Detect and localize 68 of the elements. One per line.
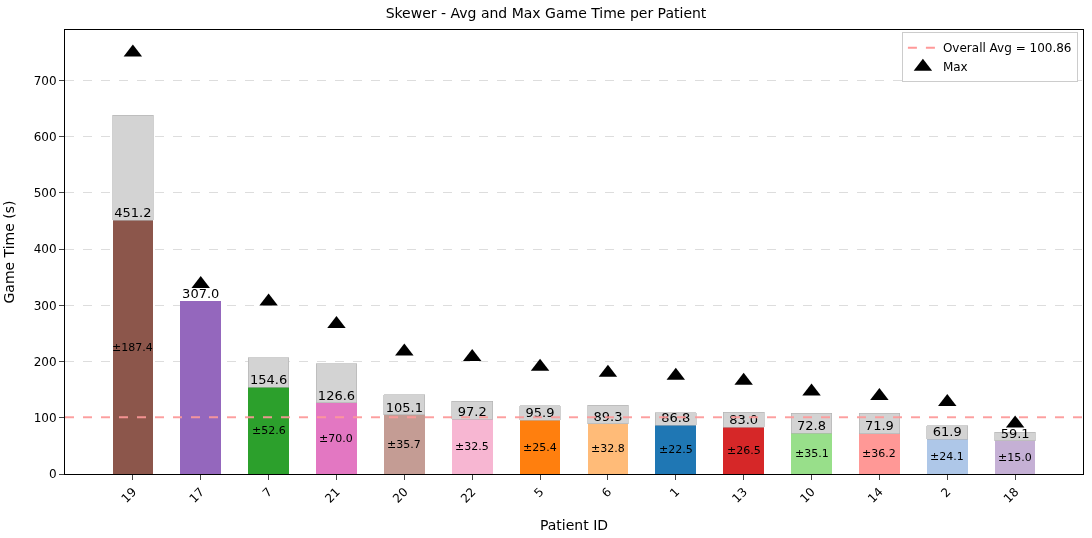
bar [316, 402, 357, 474]
data-label: 451.2 [114, 205, 152, 221]
annotation: ±25.4 [523, 441, 557, 454]
annotation: ±52.6 [252, 424, 286, 437]
y-tick-label: 600 [33, 129, 57, 144]
x-tick-label: 6 [598, 484, 615, 501]
annotation: ±15.0 [998, 451, 1032, 464]
bar [519, 420, 561, 474]
data-label: 72.8 [797, 417, 827, 433]
x-tick-label: 13 [729, 484, 751, 506]
x-tick-label: 20 [389, 484, 411, 506]
data-label: 59.1 [1000, 425, 1030, 441]
y-tick-label: 100 [33, 411, 57, 425]
annotation: ±70.0 [319, 432, 353, 445]
data-label: 97.2 [457, 404, 487, 420]
x-tick-label: 19 [118, 484, 140, 506]
annotation: ±32.8 [591, 442, 625, 455]
bar [248, 387, 289, 474]
bar [791, 433, 832, 474]
x-tick-label: 5 [531, 484, 547, 501]
y-tick-label: 200 [33, 354, 57, 369]
x-tick-label: 7 [259, 484, 275, 501]
data-label: 105.1 [385, 399, 423, 415]
legend-label: Overall Avg = 100.86 [942, 41, 1072, 56]
bar [112, 220, 154, 474]
chart-title: Skewer - Avg and Max Game Time per Patient [385, 4, 707, 21]
annotation: ±187.4 [112, 341, 153, 354]
x-tick-label: 22 [457, 484, 479, 506]
bar [655, 425, 697, 474]
bar [859, 433, 900, 474]
data-label: 307.0 [182, 286, 220, 302]
data-label: 71.9 [864, 418, 894, 434]
data-label: 83.0 [729, 412, 759, 428]
annotation: ±36.2 [862, 447, 896, 460]
annotation: ±32.5 [455, 440, 489, 453]
bar [180, 301, 222, 474]
legend-label: Max [942, 60, 968, 75]
bar [723, 427, 765, 474]
data-label: 154.6 [249, 371, 288, 387]
x-tick-label: 21 [322, 484, 343, 506]
data-label: 126.6 [317, 387, 356, 403]
bar [587, 423, 629, 474]
data-label: 89.3 [593, 408, 623, 424]
y-tick-label: 500 [33, 186, 57, 201]
data-label: 95.9 [525, 404, 555, 420]
y-tick-label: 300 [33, 298, 57, 313]
data-label: 86.8 [661, 409, 691, 425]
x-axis-title: Patient ID [539, 516, 609, 533]
y-axis-title: Game Time (s) [1, 200, 18, 304]
bar [451, 419, 493, 474]
x-tick-label: 2 [938, 484, 954, 501]
bar [383, 394, 425, 416]
bar [926, 439, 968, 474]
data-label: 61.9 [932, 423, 962, 439]
annotation: ±22.5 [659, 443, 693, 456]
y-tick-label: 0 [48, 467, 57, 482]
x-tick-label: 10 [797, 484, 818, 506]
x-tick-label: 18 [1000, 484, 1022, 506]
x-tick-label: 1 [666, 484, 683, 501]
y-tick-label: 700 [33, 73, 57, 88]
annotation: ±26.5 [727, 444, 761, 457]
bar [383, 414, 425, 474]
annotation: ±35.1 [795, 447, 829, 460]
annotation: ±35.7 [387, 438, 421, 451]
x-tick-label: 14 [865, 484, 886, 506]
y-tick-label: 400 [33, 242, 57, 257]
annotation: ±24.1 [930, 450, 964, 463]
x-tick-label: 17 [186, 484, 208, 506]
